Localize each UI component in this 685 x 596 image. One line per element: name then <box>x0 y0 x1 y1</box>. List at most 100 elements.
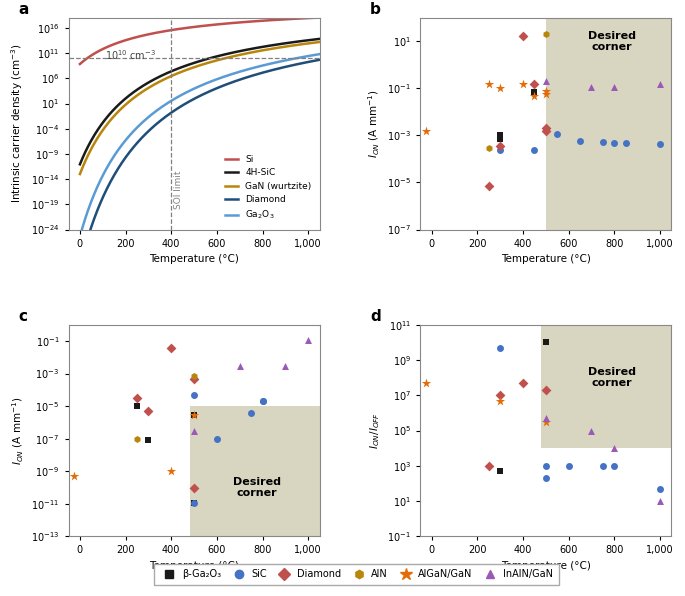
4H-SiC <box>119 98 127 105</box>
Diamond <box>236 76 244 83</box>
Legend: β-Ga₂O₃, SiC, Diamond, AlN, AlGaN/GaN, InAlN/GaN: β-Ga₂O₃, SiC, Diamond, AlN, AlGaN/GaN, I… <box>154 563 558 585</box>
Point <box>540 414 551 423</box>
Point <box>188 410 199 420</box>
Point <box>540 123 551 133</box>
4H-SiC <box>76 161 84 168</box>
Legend: Si, 4H-SiC, GaN (wurtzite), Diamond, Ga$_2$O$_3$: Si, 4H-SiC, GaN (wurtzite), Diamond, Ga$… <box>221 151 315 225</box>
Text: Desired
corner: Desired corner <box>588 367 636 389</box>
Point <box>529 145 540 154</box>
Ga$_2$O$_3$ <box>76 233 84 240</box>
Point <box>495 343 506 352</box>
Line: 4H-SiC: 4H-SiC <box>80 39 320 164</box>
Point <box>234 361 245 371</box>
Diamond <box>184 98 192 105</box>
Point <box>551 130 562 139</box>
Ga$_2$O$_3$ <box>236 68 244 75</box>
Point <box>597 461 608 471</box>
Bar <box>190 406 320 536</box>
Point <box>188 483 199 492</box>
Point <box>132 393 142 403</box>
Point <box>540 337 551 347</box>
Point <box>540 461 551 471</box>
Point <box>257 396 268 406</box>
GaN (wurtzite) <box>76 170 84 178</box>
4H-SiC <box>184 61 192 69</box>
Diamond <box>256 70 264 77</box>
Si <box>119 38 127 45</box>
GaN (wurtzite) <box>119 104 127 111</box>
GaN (wurtzite) <box>217 55 225 63</box>
Text: b: b <box>370 2 381 17</box>
GaN (wurtzite) <box>236 51 244 58</box>
Point <box>421 378 432 388</box>
4H-SiC <box>236 48 244 55</box>
Text: Desired
corner: Desired corner <box>588 30 636 52</box>
Point <box>609 461 620 471</box>
Diamond <box>76 263 84 271</box>
Point <box>495 396 506 405</box>
Ga$_2$O$_3$ <box>217 74 225 81</box>
Point <box>597 137 608 147</box>
Bar <box>541 325 671 448</box>
Si <box>217 20 225 27</box>
Point <box>212 434 223 443</box>
Ga$_2$O$_3$ <box>138 120 146 127</box>
Point <box>540 30 551 39</box>
4H-SiC <box>256 44 264 51</box>
Diamond <box>138 135 146 142</box>
Point <box>654 79 665 89</box>
Point <box>188 390 199 399</box>
Point <box>188 371 199 381</box>
Point <box>166 467 177 476</box>
X-axis label: Temperature (°C): Temperature (°C) <box>149 254 239 264</box>
Point <box>303 335 314 344</box>
Point <box>540 76 551 86</box>
Y-axis label: $I_{ON}/I_{OFF}$: $I_{ON}/I_{OFF}$ <box>368 412 382 449</box>
Point <box>563 461 574 471</box>
Y-axis label: Intrinsic carrier density (cm$^{-3}$): Intrinsic carrier density (cm$^{-3}$) <box>10 44 25 203</box>
Point <box>586 426 597 435</box>
Y-axis label: $I_{ON}$ (A mm$^{-1}$): $I_{ON}$ (A mm$^{-1}$) <box>10 396 25 465</box>
Point <box>540 86 551 95</box>
Si <box>256 17 264 24</box>
Point <box>654 139 665 148</box>
Point <box>540 473 551 483</box>
Point <box>495 390 506 400</box>
Point <box>517 31 528 41</box>
Point <box>575 136 586 145</box>
Point <box>495 145 506 154</box>
Text: SOI limit: SOI limit <box>173 171 182 209</box>
GaN (wurtzite) <box>184 66 192 73</box>
Point <box>609 138 620 147</box>
Point <box>495 131 506 140</box>
Point <box>166 343 177 352</box>
Ga$_2$O$_3$ <box>119 141 127 148</box>
Diamond <box>217 83 225 90</box>
Point <box>620 138 631 147</box>
Y-axis label: $I_{ON}$ (A mm$^{-1}$): $I_{ON}$ (A mm$^{-1}$) <box>366 89 382 158</box>
Ga$_2$O$_3$ <box>184 88 192 95</box>
Point <box>586 82 597 91</box>
Point <box>495 467 506 476</box>
Point <box>483 181 494 191</box>
Point <box>495 141 506 151</box>
Point <box>540 89 551 98</box>
Diamond <box>119 159 127 166</box>
Point <box>483 143 494 153</box>
GaN (wurtzite) <box>138 89 146 96</box>
Point <box>143 406 154 416</box>
Point <box>654 496 665 506</box>
Line: GaN (wurtzite): GaN (wurtzite) <box>80 42 320 174</box>
Point <box>517 378 528 388</box>
Point <box>609 83 620 92</box>
Bar <box>546 18 671 229</box>
Diamond <box>316 56 324 63</box>
Point <box>188 374 199 383</box>
Point <box>132 401 142 411</box>
Si <box>316 14 324 21</box>
Si <box>138 32 146 39</box>
Si <box>76 60 84 67</box>
Point <box>143 436 154 445</box>
GaN (wurtzite) <box>316 38 324 45</box>
Point <box>495 134 506 144</box>
